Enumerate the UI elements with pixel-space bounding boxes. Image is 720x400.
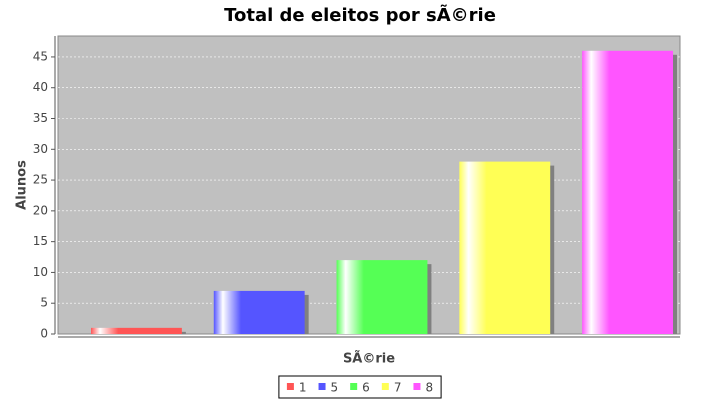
y-tick-label: 20 — [33, 203, 48, 217]
chart-title: Total de eleitos por sÃ©rie — [224, 3, 496, 26]
legend-label: 5 — [331, 381, 339, 395]
bar — [213, 290, 305, 334]
legend-label: 1 — [299, 381, 307, 395]
legend-box — [278, 375, 442, 399]
bar — [582, 50, 673, 335]
legend-label: 7 — [394, 381, 402, 395]
legend-swatch — [381, 383, 389, 390]
y-tick-label: 30 — [33, 142, 48, 156]
legend-swatch — [413, 383, 421, 390]
x-axis-label: SÃ©rie — [343, 351, 395, 367]
y-tick-label: 45 — [33, 49, 48, 63]
y-tick-label: 40 — [33, 80, 48, 94]
legend-swatch — [350, 383, 358, 390]
legend-swatch — [318, 383, 326, 390]
bar — [91, 327, 182, 334]
legend-swatch — [286, 383, 294, 390]
y-axis-label: Alunos — [15, 160, 30, 210]
y-tick-label: 10 — [33, 265, 48, 279]
y-tick-label: 25 — [33, 173, 48, 187]
y-tick-label: 15 — [33, 234, 48, 248]
y-tick-label: 35 — [33, 111, 48, 125]
bar — [336, 260, 428, 334]
legend: 1 5 6 7 8 — [278, 375, 442, 399]
y-tick-label: 5 — [40, 296, 48, 310]
legend-label: 6 — [362, 381, 370, 395]
y-tick-label: 0 — [40, 327, 48, 341]
legend-label: 8 — [425, 381, 433, 395]
bar — [459, 161, 551, 334]
